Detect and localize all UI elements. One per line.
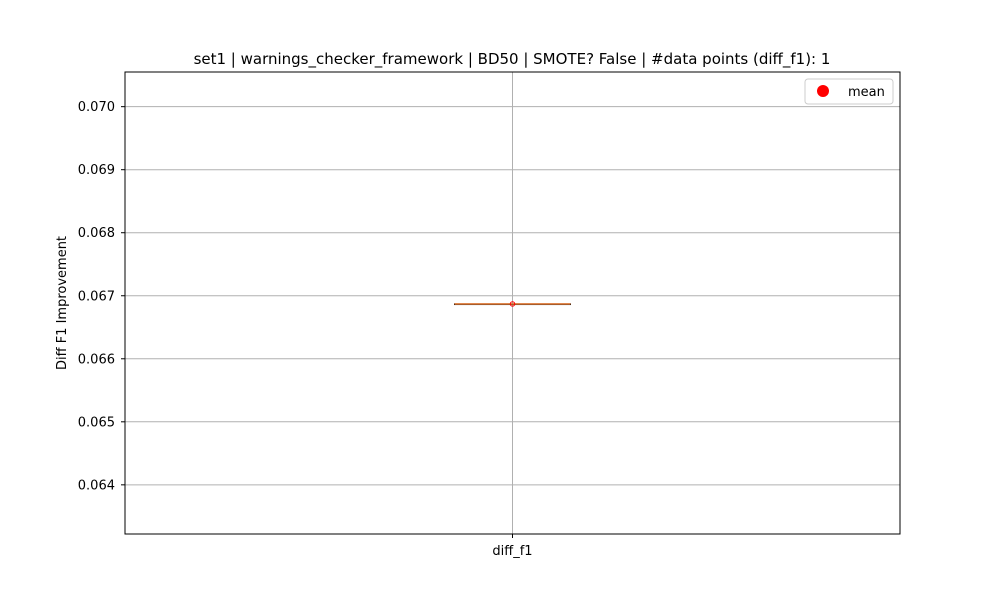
mean-marker: [509, 301, 516, 307]
box-plot-marks: [454, 301, 571, 307]
y-tick-label: 0.064: [78, 478, 115, 493]
x-tick-label: diff_f1: [492, 544, 532, 559]
y-tick-label: 0.067: [78, 289, 115, 304]
legend-frame: [804, 78, 894, 105]
y-tick-label: 0.068: [78, 226, 115, 241]
y-tick-label: 0.070: [78, 100, 115, 115]
y-tick-label: 0.065: [78, 415, 115, 430]
x-axis-ticks: diff_f1: [492, 534, 533, 559]
grid-layer: [125, 72, 900, 534]
y-tick-label: 0.066: [78, 352, 115, 367]
legend-mean-marker: [817, 85, 829, 97]
y-tick-label: 0.069: [78, 163, 115, 178]
y-axis-ticks: 0.064 0.065 0.066 0.067 0.068 0.069 0.070: [78, 100, 125, 493]
chart-title: set1 | warnings_checker_framework | BD50…: [194, 50, 831, 69]
legend-mean-label: mean: [848, 85, 885, 100]
legend: mean: [804, 78, 894, 105]
y-axis-label: Diff F1 Improvement: [55, 236, 70, 370]
